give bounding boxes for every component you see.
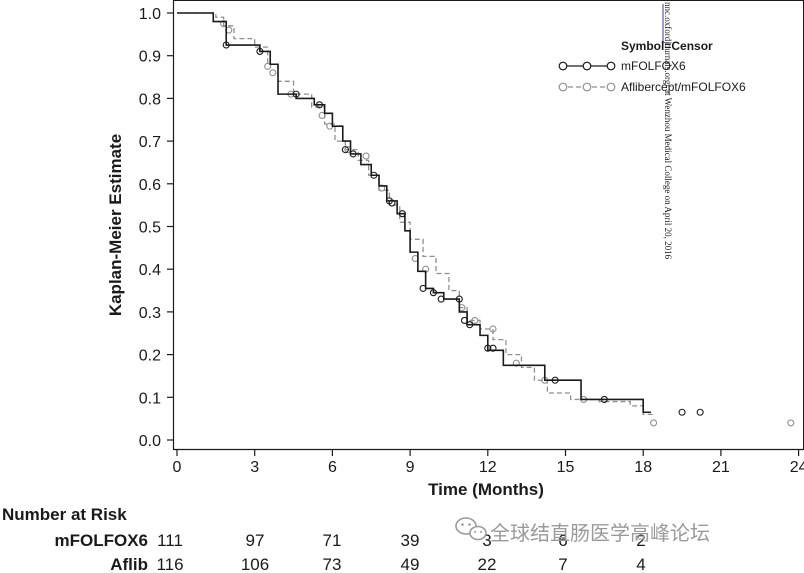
censor-mark-mfolfox6 [489, 344, 497, 352]
legend-marker-mfolfox6 [558, 61, 568, 71]
legend-marker-aflibercept [606, 82, 616, 92]
censor-mark-mfolfox6 [256, 47, 264, 55]
survival-curves [177, 12, 795, 427]
censor-mark-mfolfox6 [696, 408, 704, 416]
km-curve-mfolfox6 [177, 12, 651, 414]
x-tick-label: 3 [250, 459, 259, 476]
sidebar-overlay: nnc.oxfordjournals.org/ at Wenzhou Medic… [661, 0, 673, 274]
censor-mark-mfolfox6 [398, 210, 406, 218]
y-tick-label: 0.6 [139, 177, 161, 194]
censor-mark-aflibercept [378, 184, 386, 192]
y-tick-label: 0.8 [139, 91, 161, 108]
risk-count: 111 [157, 531, 183, 550]
x-tick-label: 18 [634, 459, 652, 476]
plot-frame [172, 0, 804, 451]
censor-mark-aflibercept [318, 111, 326, 120]
legend-marker-aflibercept [558, 82, 568, 92]
risk-count: 106 [241, 555, 269, 573]
y-axis-title: Kaplan-Meier Estimate [106, 134, 125, 316]
censor-mark-mfolfox6 [437, 295, 445, 303]
censor-mark-mfolfox6 [370, 171, 378, 179]
y-tick-label: 0.9 [139, 49, 161, 66]
censor-mark-mfolfox6 [341, 146, 349, 154]
censor-mark-mfolfox6 [349, 150, 357, 158]
y-tick-label: 0.0 [139, 433, 161, 450]
x-tick-label: 0 [173, 459, 182, 476]
risk-count: 71 [323, 531, 342, 550]
legend-title: Symbol=Censor [621, 39, 713, 53]
censor-mark-aflibercept [489, 325, 497, 333]
censor-mark-mfolfox6 [388, 199, 396, 207]
censor-mark-mfolfox6 [315, 101, 324, 109]
risk-count: 39 [401, 531, 420, 550]
legend-label-aflibercept: Aflibercept/mFOLFOX6 [621, 80, 746, 94]
censor-mark-aflibercept [362, 152, 370, 160]
risk-row-label: mFOLFOX6 [54, 531, 148, 550]
watermark: 全球结直肠医学高峰论坛 [455, 517, 710, 545]
x-tick-label: 6 [328, 459, 337, 476]
censor-mark-aflibercept [650, 419, 658, 427]
y-tick-label: 0.7 [139, 134, 161, 151]
censor-mark-aflibercept [512, 359, 520, 367]
risk-count: 49 [401, 555, 420, 573]
y-tick-label: 0.4 [139, 262, 161, 279]
risk-count: 4 [636, 555, 645, 573]
x-axis-title: Time (Months) [428, 480, 544, 499]
legend-label-mfolfox6: mFOLFOX6 [621, 59, 686, 73]
risk-count: 7 [558, 555, 567, 573]
censor-mark-mfolfox6 [429, 289, 437, 297]
risk-count: 6 [558, 531, 567, 550]
sidebar-overlay-text: nnc.oxfordjournals.org/ at Wenzhou Medic… [663, 2, 673, 260]
legend-marker-aflibercept [582, 82, 592, 92]
risk-count: 97 [246, 531, 265, 550]
y-tick-label: 0.2 [139, 348, 161, 365]
y-tick-label: 0.5 [139, 220, 161, 237]
y-tick-label: 0.3 [139, 305, 161, 322]
legend-marker-mfolfox6 [606, 61, 616, 71]
risk-table-title: Number at Risk [2, 505, 127, 524]
x-tick-label: 12 [479, 459, 497, 476]
censor-mark-aflibercept [264, 62, 272, 70]
risk-table-rows: mFOLFOX6 111 97 71 39 3 6 2 Aflib 116 106 73 49 22 7 4 [54, 531, 645, 573]
x-tick-label: 21 [712, 459, 730, 476]
censor-mark-mfolfox6 [600, 395, 608, 403]
legend-marker-mfolfox6 [582, 61, 592, 71]
censor-mark-aflibercept [269, 69, 277, 77]
legend-entries: mFOLFOX6 Aflibercept/mFOLFOX6 [558, 59, 746, 94]
censor-mark-mfolfox6 [484, 344, 492, 352]
risk-table: Number at Risk mFOLFOX6 111 97 71 39 3 6 2 Aflib… [2, 505, 646, 573]
risk-count: 22 [478, 555, 497, 573]
censor-mark-mfolfox6 [419, 284, 427, 292]
risk-count: 2 [636, 531, 645, 550]
risk-row-label: Aflib [110, 555, 148, 573]
y-axis-ticks: 0.0 0.1 0.2 0.3 0.4 0.5 0.6 0.7 0.8 0.9 1.0 [139, 6, 173, 450]
censor-mark-mfolfox6 [678, 408, 686, 416]
x-axis-ticks: 0 3 6 9 12 15 18 21 24 [173, 450, 804, 476]
x-tick-label: 24 [790, 459, 804, 476]
censor-mark-aflibercept [787, 419, 795, 427]
risk-count: 3 [482, 531, 491, 550]
watermark-text: 全球结直肠医学高峰论坛 [490, 521, 710, 545]
km-curve-aflibercept [177, 12, 654, 416]
y-tick-label: 0.1 [139, 390, 161, 407]
risk-count: 73 [323, 555, 342, 573]
x-tick-label: 15 [557, 459, 575, 476]
censor-mark-aflibercept [471, 316, 479, 324]
censor-mark-mfolfox6 [551, 376, 559, 384]
x-tick-label: 9 [406, 459, 415, 476]
legend: Symbol=Censor mFOLFOX6 Aflibercept/mFOLFO… [558, 39, 746, 94]
censor-mark-mfolfox6 [222, 41, 230, 49]
censor-mark-mfolfox6 [466, 321, 474, 329]
y-tick-label: 1.0 [139, 6, 161, 23]
risk-count: 116 [156, 555, 183, 573]
wechat-logo-icon [455, 517, 487, 541]
censor-mark-mfolfox6 [460, 316, 469, 324]
censor-mark-mfolfox6 [292, 90, 300, 98]
censor-mark-mfolfox6 [455, 295, 463, 303]
